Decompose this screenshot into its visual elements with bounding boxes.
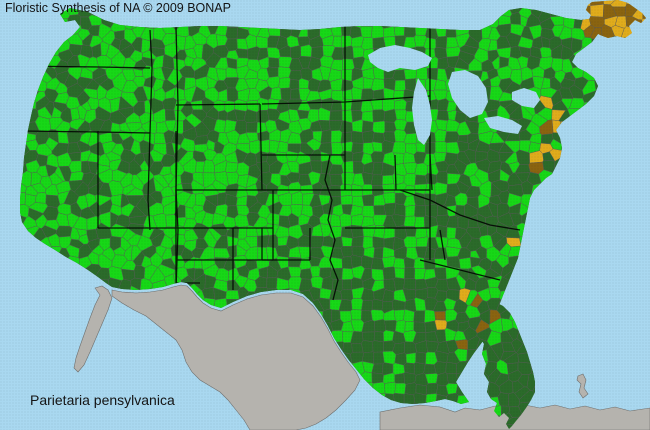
- svg-text:Floristic Synthesis of NA © 20: Floristic Synthesis of NA © 2009 BONAP: [5, 1, 231, 15]
- svg-text:Parietaria pensylvanica: Parietaria pensylvanica: [30, 392, 175, 408]
